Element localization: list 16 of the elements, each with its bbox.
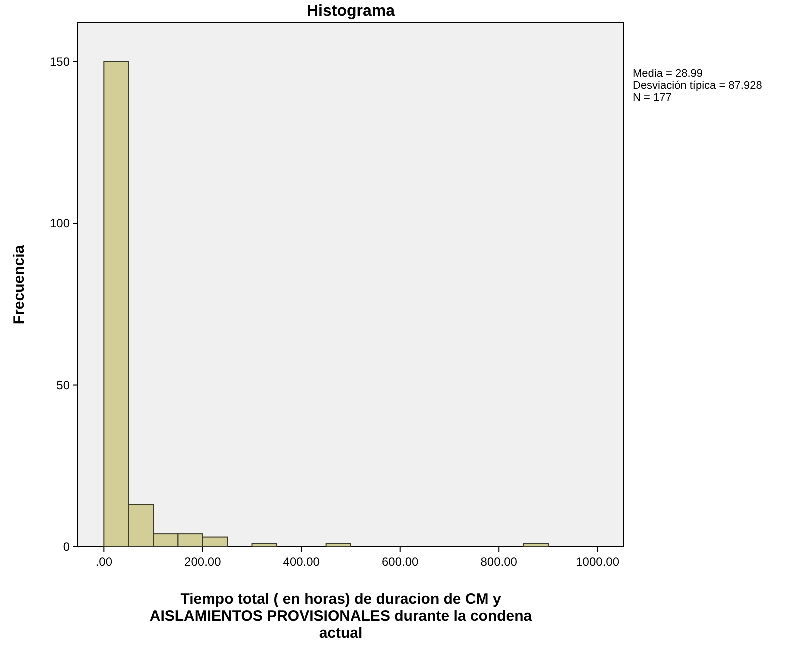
text: N = 177 xyxy=(633,92,672,104)
x-tick-label: 200.00 xyxy=(184,555,222,569)
x-axis-title: Tiempo total ( en horas) de duracion de CM y AISLAMIENTOS PROVISIONALES durante la condena actual xyxy=(150,591,533,642)
x-tick-label: 1000.00 xyxy=(576,555,620,569)
chart-title: Histograma xyxy=(306,3,396,20)
y-tick-label: 150 xyxy=(50,55,70,70)
y-axis-title: Frecuencia xyxy=(11,244,28,325)
x-tick-label: 800.00 xyxy=(480,555,518,569)
x-tick-label: 600.00 xyxy=(382,555,420,569)
x-tick-label: 400.00 xyxy=(283,555,320,569)
y-tick-label: 0 xyxy=(63,540,70,554)
y-tick-label: 50 xyxy=(56,378,70,392)
y-tick-label: 100 xyxy=(50,216,70,231)
text: Media = 28.99 xyxy=(633,68,704,80)
x-tick-label: .00 xyxy=(96,555,113,569)
text: Desviación típica = 87.928 xyxy=(633,80,762,92)
